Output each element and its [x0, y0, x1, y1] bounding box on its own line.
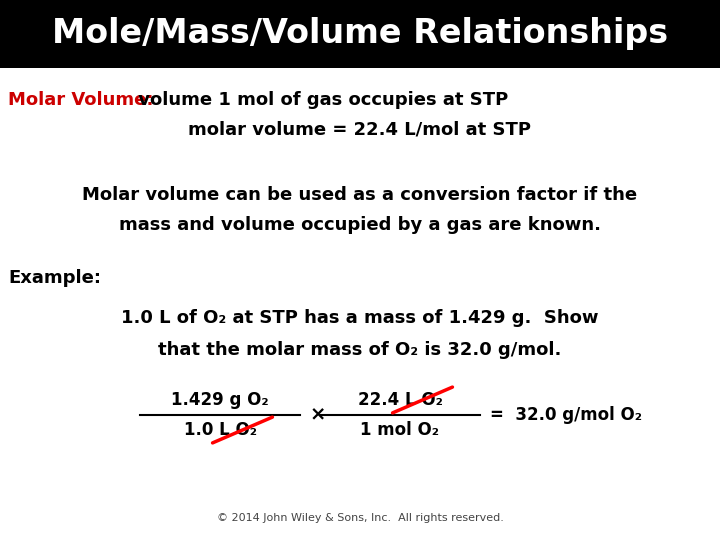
Text: 1 mol O₂: 1 mol O₂: [361, 421, 439, 439]
Text: © 2014 John Wiley & Sons, Inc.  All rights reserved.: © 2014 John Wiley & Sons, Inc. All right…: [217, 513, 503, 523]
Text: 1.0 L of O₂ at STP has a mass of 1.429 g.  Show: 1.0 L of O₂ at STP has a mass of 1.429 g…: [121, 309, 599, 327]
Text: Molar volume can be used as a conversion factor if the: Molar volume can be used as a conversion…: [82, 186, 638, 204]
Text: ×: ×: [310, 406, 326, 424]
Bar: [0, 0, 720, 68]
Text: 22.4 L O₂: 22.4 L O₂: [358, 391, 442, 409]
Text: mass and volume occupied by a gas are known.: mass and volume occupied by a gas are kn…: [119, 216, 601, 234]
Text: that the molar mass of O₂ is 32.0 g/mol.: that the molar mass of O₂ is 32.0 g/mol.: [158, 341, 562, 359]
Text: 1.429 g O₂: 1.429 g O₂: [171, 391, 269, 409]
Text: Example:: Example:: [8, 269, 101, 287]
Text: volume 1 mol of gas occupies at STP: volume 1 mol of gas occupies at STP: [132, 91, 508, 109]
Text: molar volume = 22.4 L/mol at STP: molar volume = 22.4 L/mol at STP: [189, 121, 531, 139]
Text: 1.0 L O₂: 1.0 L O₂: [184, 421, 256, 439]
Text: Mole/Mass/Volume Relationships: Mole/Mass/Volume Relationships: [52, 17, 668, 51]
Text: =  32.0 g/mol O₂: = 32.0 g/mol O₂: [490, 406, 642, 424]
Text: Molar Volume:: Molar Volume:: [8, 91, 153, 109]
